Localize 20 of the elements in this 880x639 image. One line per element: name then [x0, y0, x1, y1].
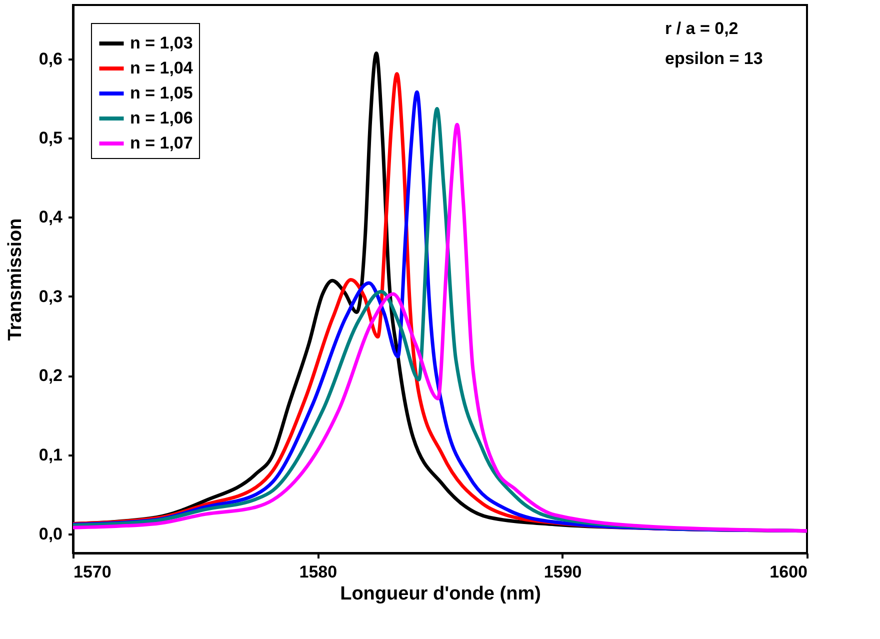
- x-tick-label: 1580: [299, 562, 338, 582]
- y-tick-label: 0,4: [38, 208, 64, 227]
- legend-label: n = 1,03: [130, 34, 193, 52]
- y-tick-label: 0,0: [38, 524, 62, 544]
- annotation: r / a = 0,2: [665, 19, 738, 38]
- y-axis-title: Transmission: [4, 218, 26, 341]
- legend-label: n = 1,07: [130, 134, 193, 152]
- x-tick-label: 1600: [770, 562, 808, 582]
- legend-label: n = 1,04: [130, 58, 194, 78]
- y-tick-label: 0,6: [38, 49, 62, 68]
- x-axis-title: Longueur d'onde (nm): [340, 584, 541, 604]
- legend-label: n = 1,05: [130, 84, 193, 102]
- legend-label: n = 1,06: [130, 108, 193, 128]
- y-tick-label: 0,2: [38, 366, 62, 386]
- x-tick-label: 1590: [544, 562, 582, 582]
- y-tick-label: 0,5: [38, 128, 62, 148]
- x-tick-label: 1570: [74, 562, 112, 582]
- y-tick-label: 0,1: [38, 445, 62, 464]
- y-tick-label: 0,3: [38, 286, 62, 306]
- annotation: epsilon = 13: [665, 49, 763, 68]
